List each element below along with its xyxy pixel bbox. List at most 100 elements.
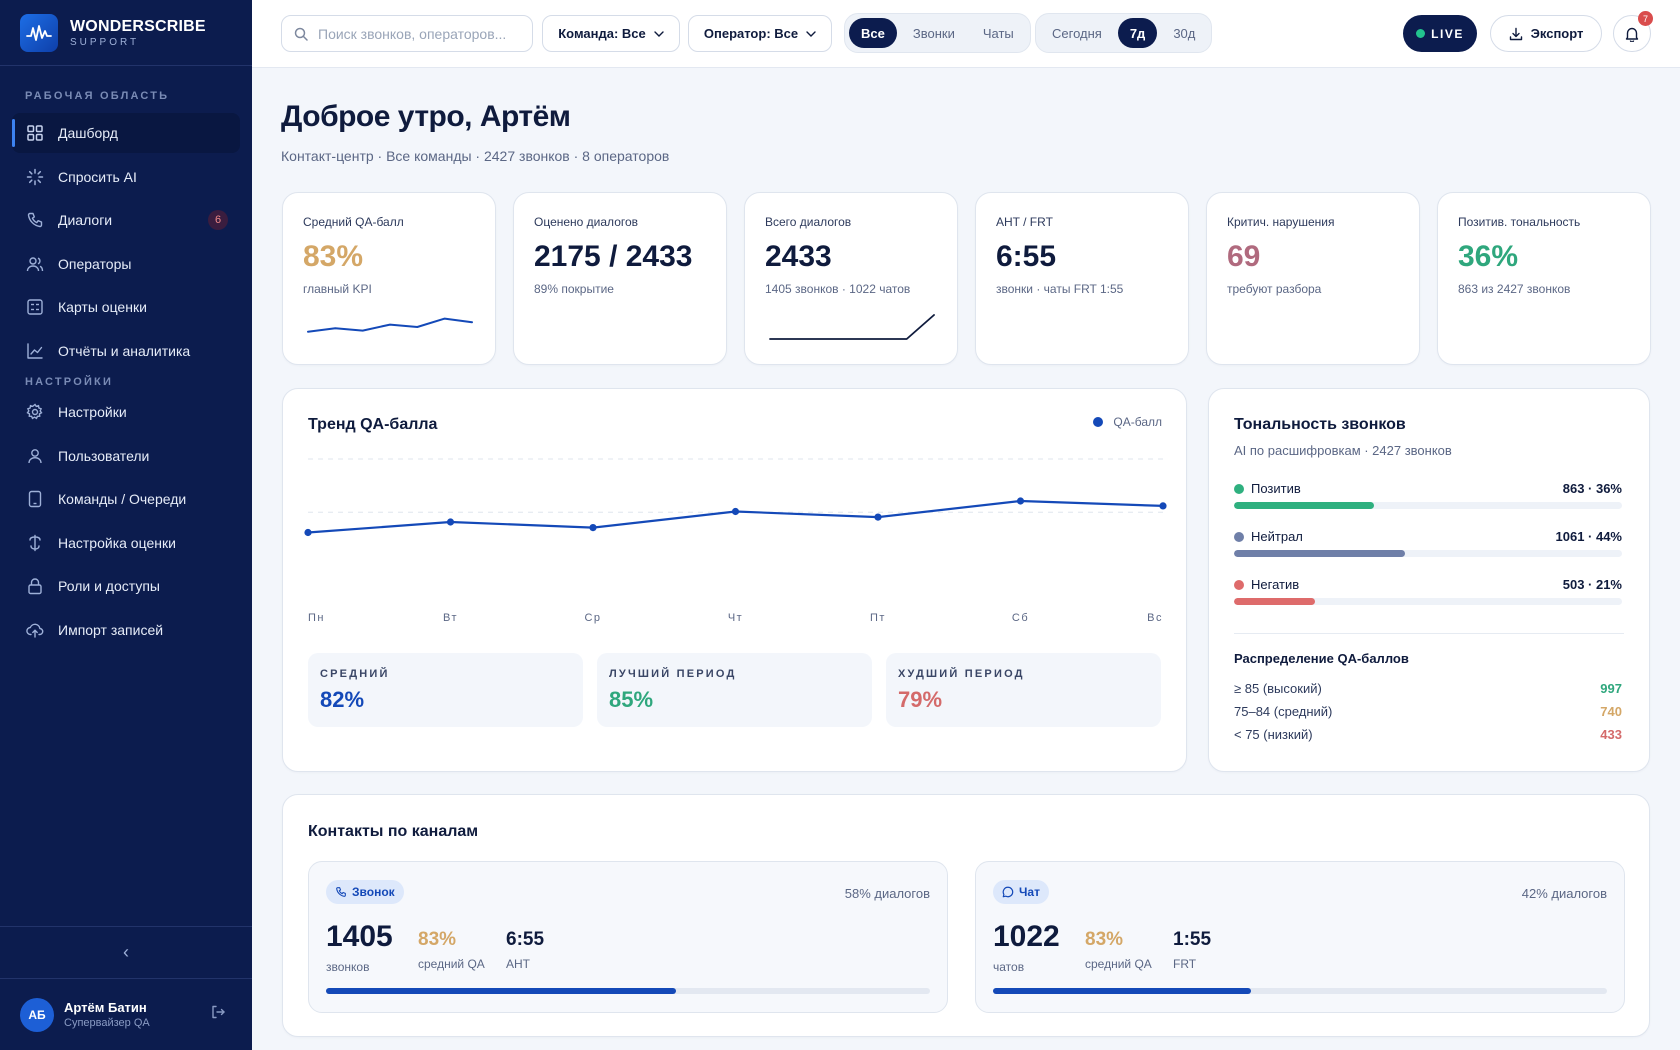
live-button[interactable]: LIVE (1403, 15, 1477, 52)
live-status-dot (1416, 29, 1426, 38)
x-tick-label: Пн (308, 612, 325, 624)
sidebar-item-label: Операторы (58, 256, 132, 272)
notifications-button[interactable]: 7 (1613, 11, 1653, 52)
distribution-row-medium: 75–84 (средний) 740 (1234, 704, 1622, 719)
qa-trend-chart[interactable]: Пн Вт Ср Чт Пт Сб Вс (303, 449, 1168, 629)
gear-icon (26, 403, 43, 420)
tab-today[interactable]: Сегодня (1052, 25, 1102, 41)
data-point (1159, 502, 1167, 510)
team-filter-dropdown[interactable]: Команда: Все (542, 15, 680, 52)
channel-progress-fill (326, 988, 677, 994)
tab-calls[interactable]: Звонки (912, 25, 955, 41)
distribution-label: 75–84 (средний) (1234, 704, 1333, 719)
section-label-workspace: РАБОЧАЯ ОБЛАСТЬ (25, 90, 170, 102)
kpi-card-critical-violations[interactable]: Критич. нарушения 69 требуют разбора (1206, 192, 1420, 365)
export-button[interactable]: Экспорт (1490, 15, 1602, 52)
channel-tag-label: Чат (1019, 885, 1040, 899)
operator-filter-label: Оператор: Все (703, 26, 799, 41)
kpi-sparkline (769, 314, 935, 340)
sidebar-item-ask-ai[interactable]: Спросить AI (12, 157, 240, 197)
sidebar-item-label: Отчёты и аналитика (58, 343, 191, 359)
page-title: Доброе утро, Артём (281, 100, 571, 133)
trend-legend: QA-балл (1093, 415, 1162, 429)
channel-tag-label: Звонок (352, 885, 395, 899)
sidebar-collapse-button[interactable]: ‹ (0, 926, 252, 978)
search-input[interactable] (318, 25, 518, 42)
users-icon (26, 257, 44, 272)
sidebar-item-import[interactable]: Импорт записей (12, 610, 240, 650)
data-point (589, 524, 597, 532)
legend-dot (1093, 417, 1104, 427)
channel-qa: 83% (1085, 929, 1124, 950)
sidebar-item-label: Дашборд (58, 125, 118, 141)
search-icon (294, 27, 308, 41)
operator-filter-dropdown[interactable]: Оператор: Все (688, 15, 832, 52)
sidebar-item-dashboard[interactable]: Дашборд (12, 113, 240, 153)
sidebar-item-scoring-setup[interactable]: Настройка оценки (12, 523, 240, 563)
trend-title: Тренд QA-балла (308, 416, 438, 433)
kpi-value: 36% (1458, 240, 1519, 273)
avatar: АБ (20, 997, 54, 1032)
sentiment-dot (1234, 579, 1244, 590)
sidebar-item-settings[interactable]: Настройки (12, 392, 240, 432)
sentiment-dot (1234, 531, 1244, 542)
sidebar-item-scorecards[interactable]: Карты оценки (12, 287, 240, 327)
kpi-card-evaluated[interactable]: Оценено диалогов 2175 / 2433 89% покрыти… (513, 192, 727, 365)
sidebar-item-users[interactable]: Пользователи (12, 436, 240, 476)
channel-share: 58% диалогов (844, 886, 930, 901)
topbar: Команда: Все Оператор: Все Все Звонки Ча… (252, 0, 1680, 68)
sentiment-bar-track (1234, 502, 1622, 509)
sidebar-item-label: Настройки (58, 404, 127, 420)
sidebar-item-reports[interactable]: Отчёты и аналитика (12, 331, 240, 371)
logo[interactable]: WONDERSCRIBE SUPPORT (0, 0, 252, 66)
sidebar-item-dialogs[interactable]: Диалоги 6 (12, 200, 240, 240)
divider (1234, 633, 1624, 634)
kpi-card-positive-sentiment[interactable]: Позитив. тональность 36% 863 из 2427 зво… (1437, 192, 1651, 365)
kpi-card-qa-score[interactable]: Средний QA-балл 83% главный KPI (282, 192, 496, 365)
notifications-count-badge: 7 (1638, 11, 1653, 26)
export-label: Экспорт (1530, 26, 1584, 41)
stat-best-period: ЛУЧШИЙ ПЕРИОД 85% (597, 653, 872, 727)
channel-time: 1:55 (1173, 929, 1212, 950)
scorecard-icon (27, 299, 43, 315)
channel-card-call[interactable]: Звонок 58% диалогов 1405 звонков 83% средн… (308, 861, 948, 1013)
kpi-card-aht-frt[interactable]: AHT / FRT 6:55 звонки · чаты FRT 1:55 (975, 192, 1189, 365)
series-line (307, 499, 1164, 534)
chat-icon (1002, 886, 1014, 898)
stat-worst-period: ХУДШИЙ ПЕРИОД 79% (886, 653, 1161, 727)
channel-card-chat[interactable]: Чат 42% диалогов 1022 чатов 83% средний QA… (975, 861, 1625, 1013)
sidebar-item-label: Пользователи (58, 448, 150, 464)
phone-icon (336, 887, 346, 897)
dialogs-count-badge: 6 (208, 210, 228, 230)
kpi-card-total-dialogs[interactable]: Всего диалогов 2433 1405 звонков · 1022 … (744, 192, 958, 365)
distribution-value: 433 (1600, 727, 1622, 742)
tab-7d[interactable]: 7д (1117, 18, 1158, 48)
x-tick-label: Ср (584, 612, 601, 624)
x-tick-label: Чт (728, 612, 743, 624)
chevron-down-icon (806, 30, 816, 37)
sentiment-value: 1061 · 44% (1555, 529, 1623, 544)
stat-label: ХУДШИЙ ПЕРИОД (898, 668, 1025, 680)
sentiment-value: 863 · 36% (1562, 481, 1622, 496)
tab-all[interactable]: Все (849, 18, 897, 48)
channel-type-tabs: Все Звонки Чаты (844, 13, 1031, 53)
sidebar-item-roles[interactable]: Роли и доступы (12, 566, 240, 606)
logout-icon[interactable] (210, 1004, 226, 1025)
x-tick-label: Вс (1147, 612, 1163, 624)
distribution-value: 740 (1600, 704, 1622, 719)
sentiment-title: Тональность звонков (1234, 416, 1406, 433)
user-profile[interactable]: АБ Артём Батин Супервайзер QA (0, 978, 252, 1050)
sidebar-item-label: Импорт записей (58, 622, 164, 638)
search-box[interactable] (281, 15, 533, 52)
sidebar-item-label: Диалоги (58, 212, 113, 228)
sidebar-item-label: Настройка оценки (58, 535, 176, 551)
qa-trend-card: Тренд QA-балла QA-балл Пн Вт Ср Чт Пт Сб Вс СР… (282, 388, 1187, 772)
channel-count: 1022 (993, 920, 1060, 953)
tab-chats[interactable]: Чаты (982, 25, 1014, 41)
tab-30d[interactable]: 30д (1173, 25, 1196, 41)
sidebar-item-teams[interactable]: Команды / Очереди (12, 479, 240, 519)
kpi-value: 2433 (765, 240, 832, 273)
sidebar-item-operators[interactable]: Операторы (12, 244, 240, 284)
sentiment-value: 503 · 21% (1562, 577, 1622, 592)
distribution-row-high: ≥ 85 (высокий) 997 (1234, 681, 1622, 696)
